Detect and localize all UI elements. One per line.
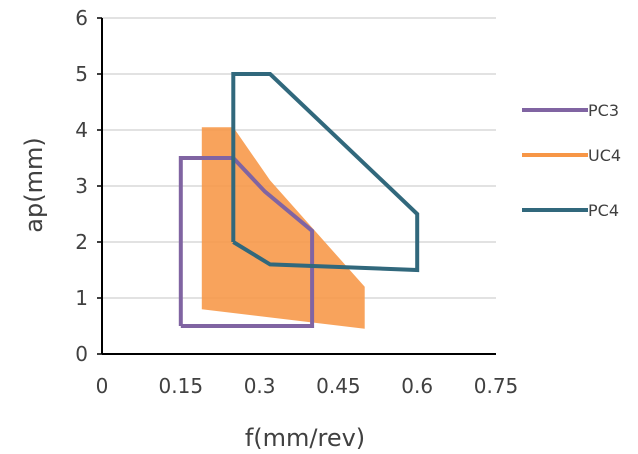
- x-tick-label-1: 0.15: [159, 374, 204, 398]
- legend-label-pc4: PC4: [588, 201, 619, 220]
- series-layer: [178, 72, 420, 329]
- legend-item-pc4: PC4: [522, 201, 619, 220]
- y-axis-title: ap(mm): [20, 137, 48, 232]
- grid-layer: [102, 17, 496, 299]
- x-tick-label-2: 0.3: [244, 374, 276, 398]
- legend: PC3 UC4 PC4: [522, 101, 621, 220]
- y-tick-label-6: 6: [75, 6, 88, 30]
- series-uc4-area: [201, 127, 365, 329]
- x-axis-title: f(mm/rev): [245, 424, 365, 452]
- ticks-layer: 0 1 2 3 4 5 6 0 0.15 0.3 0.45 0.6 0.75: [75, 6, 518, 398]
- legend-item-uc4: UC4: [522, 146, 621, 165]
- legend-item-pc3: PC3: [522, 101, 619, 120]
- series-pc4-outline: [231, 72, 420, 273]
- legend-label-uc4: UC4: [588, 146, 621, 165]
- y-tick-label-0: 0: [75, 342, 88, 366]
- y-tick-label-4: 4: [75, 118, 88, 142]
- legend-label-pc3: PC3: [588, 101, 619, 120]
- y-tick-label-1: 1: [75, 286, 88, 310]
- y-tick-label-2: 2: [75, 230, 88, 254]
- y-tick-label-5: 5: [75, 62, 88, 86]
- y-tick-label-3: 3: [75, 174, 88, 198]
- x-tick-label-3: 0.45: [316, 374, 361, 398]
- series-pc3-outline: [178, 156, 315, 328]
- x-tick-label-0: 0: [96, 374, 109, 398]
- x-tick-label-4: 0.6: [401, 374, 433, 398]
- x-tick-label-5: 0.75: [474, 374, 519, 398]
